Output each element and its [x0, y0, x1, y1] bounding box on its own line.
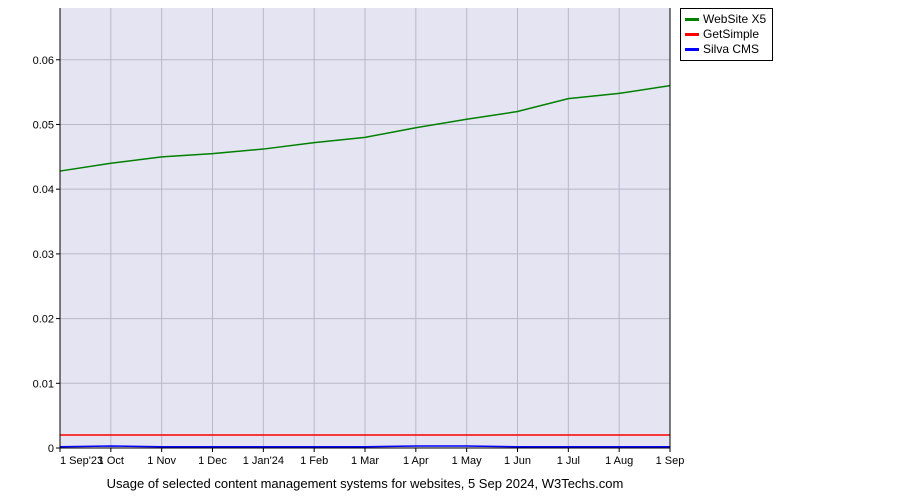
legend-label: Silva CMS [703, 42, 759, 57]
legend-item: WebSite X5 [685, 12, 766, 27]
y-tick-label: 0.06 [33, 55, 54, 67]
legend-label: WebSite X5 [703, 12, 766, 27]
legend-item: GetSimple [685, 27, 766, 42]
legend: WebSite X5GetSimpleSilva CMS [680, 8, 773, 61]
x-tick-label: 1 Apr [403, 455, 429, 467]
x-tick-label: 1 Oct [98, 455, 124, 467]
y-tick-label: 0.04 [33, 184, 54, 196]
y-tick-label: 0.03 [33, 249, 54, 261]
x-tick-label: 1 Aug [605, 455, 633, 467]
y-tick-label: 0.01 [33, 378, 54, 390]
x-tick-label: 1 Sep [656, 455, 685, 467]
y-tick-label: 0 [48, 443, 54, 455]
series-line [60, 446, 670, 447]
line-chart: 0 0.01 0.02 0.03 0.04 0.05 0.06 1 Sep'231 Oct 1 … [0, 0, 900, 500]
x-tick-label: 1 Sep'23 [60, 455, 103, 467]
x-tick-label: 1 Jul [557, 455, 580, 467]
legend-swatch [685, 18, 699, 21]
chart-container: 0 0.01 0.02 0.03 0.04 0.05 0.06 1 Sep'231 Oct 1 … [0, 0, 900, 500]
legend-item: Silva CMS [685, 42, 766, 57]
chart-caption: Usage of selected content management sys… [60, 476, 670, 491]
x-tick-label: 1 Dec [198, 455, 227, 467]
x-tick-label: 1 Jun [504, 455, 531, 467]
x-tick-label: 1 May [452, 455, 482, 467]
x-tick-label: 1 Jan'24 [243, 455, 284, 467]
x-tick-label: 1 Mar [351, 455, 379, 467]
x-tick-label: 1 Nov [147, 455, 176, 467]
x-tick-label: 1 Feb [300, 455, 328, 467]
legend-swatch [685, 48, 699, 51]
y-tick-label: 0.05 [33, 119, 54, 131]
y-tick-label: 0.02 [33, 314, 54, 326]
legend-swatch [685, 33, 699, 36]
legend-label: GetSimple [703, 27, 759, 42]
